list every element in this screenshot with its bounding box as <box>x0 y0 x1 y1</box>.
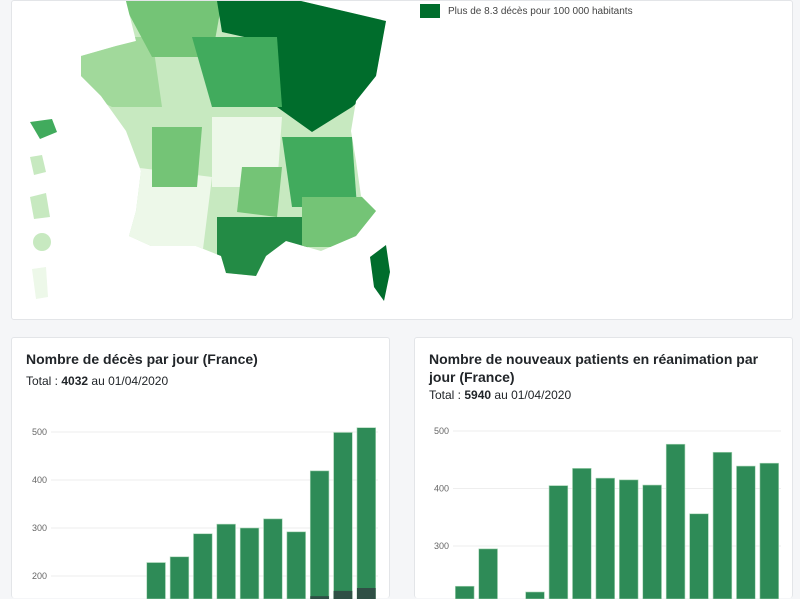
bar <box>286 531 306 599</box>
bar <box>216 523 236 599</box>
region-southwest[interactable] <box>122 167 212 257</box>
bar <box>169 556 190 599</box>
bar <box>572 468 592 599</box>
bar <box>333 432 353 599</box>
bar <box>619 479 639 599</box>
deaths-chart-card: Nombre de décès par jour (France) Total … <box>11 337 390 599</box>
region-poitou[interactable] <box>152 127 202 187</box>
icu-total: Total : 5940 au 01/04/2020 <box>429 388 572 402</box>
region-west[interactable] <box>72 37 162 107</box>
region-mayotte[interactable] <box>32 267 48 299</box>
bar <box>263 518 283 599</box>
y-tick-label: 400 <box>434 484 449 494</box>
region-corsica[interactable] <box>370 245 390 301</box>
bar <box>548 485 569 599</box>
bar <box>478 548 498 599</box>
y-tick-label: 300 <box>32 523 47 533</box>
bar <box>146 562 166 599</box>
region-paca[interactable] <box>302 197 392 247</box>
region-guadeloupe[interactable] <box>30 119 57 139</box>
bar <box>525 591 545 599</box>
bar <box>689 513 709 599</box>
legend-label: Plus de 8.3 décès pour 100 000 habitants <box>448 5 633 17</box>
region-rhone-alpes[interactable] <box>282 137 357 207</box>
icu-total-value: 5940 <box>464 388 492 402</box>
france-map[interactable] <box>12 1 792 319</box>
y-tick-label: 200 <box>32 571 47 581</box>
legend-swatch <box>420 4 440 18</box>
bar <box>736 465 756 599</box>
bar <box>356 427 376 599</box>
bar <box>642 484 662 599</box>
bar <box>665 443 686 599</box>
deaths-chart-title: Nombre de décès par jour (France) <box>26 351 258 367</box>
bar-secondary <box>356 588 376 599</box>
bar <box>455 585 475 599</box>
icu-bar-chart: 300 400 500 <box>434 426 781 599</box>
y-tick-label: 400 <box>32 475 47 485</box>
region-guyane[interactable] <box>30 193 50 219</box>
map-card: Plus de 8.3 décès pour 100 000 habitants <box>11 0 793 320</box>
bar <box>712 451 733 599</box>
region-northeast[interactable] <box>217 1 392 132</box>
bar <box>239 527 260 599</box>
region-auvergne[interactable] <box>237 167 282 217</box>
icu-chart-card: Nombre de nouveaux patients en réanimati… <box>414 337 793 599</box>
bar-secondary <box>333 590 353 599</box>
y-tick-label: 500 <box>32 427 47 437</box>
bar <box>759 462 779 599</box>
y-tick-label: 300 <box>434 541 449 551</box>
region-ile-de-france[interactable] <box>192 37 282 107</box>
y-tick-label: 500 <box>434 426 449 436</box>
deaths-bar-chart: 200 300 400 500 <box>32 427 378 599</box>
region-martinique[interactable] <box>30 155 46 175</box>
deaths-total: Total : 4032 au 01/04/2020 <box>26 374 169 388</box>
deaths-total-value: 4032 <box>61 374 89 388</box>
region-occitanie[interactable] <box>217 217 312 287</box>
icu-chart-title: Nombre de nouveaux patients en réanimati… <box>429 351 759 385</box>
bar <box>595 477 615 599</box>
map-legend: Plus de 8.3 décès pour 100 000 habitants <box>420 4 633 18</box>
bar <box>193 533 213 599</box>
region-reunion[interactable] <box>33 233 51 251</box>
bar <box>309 470 330 599</box>
